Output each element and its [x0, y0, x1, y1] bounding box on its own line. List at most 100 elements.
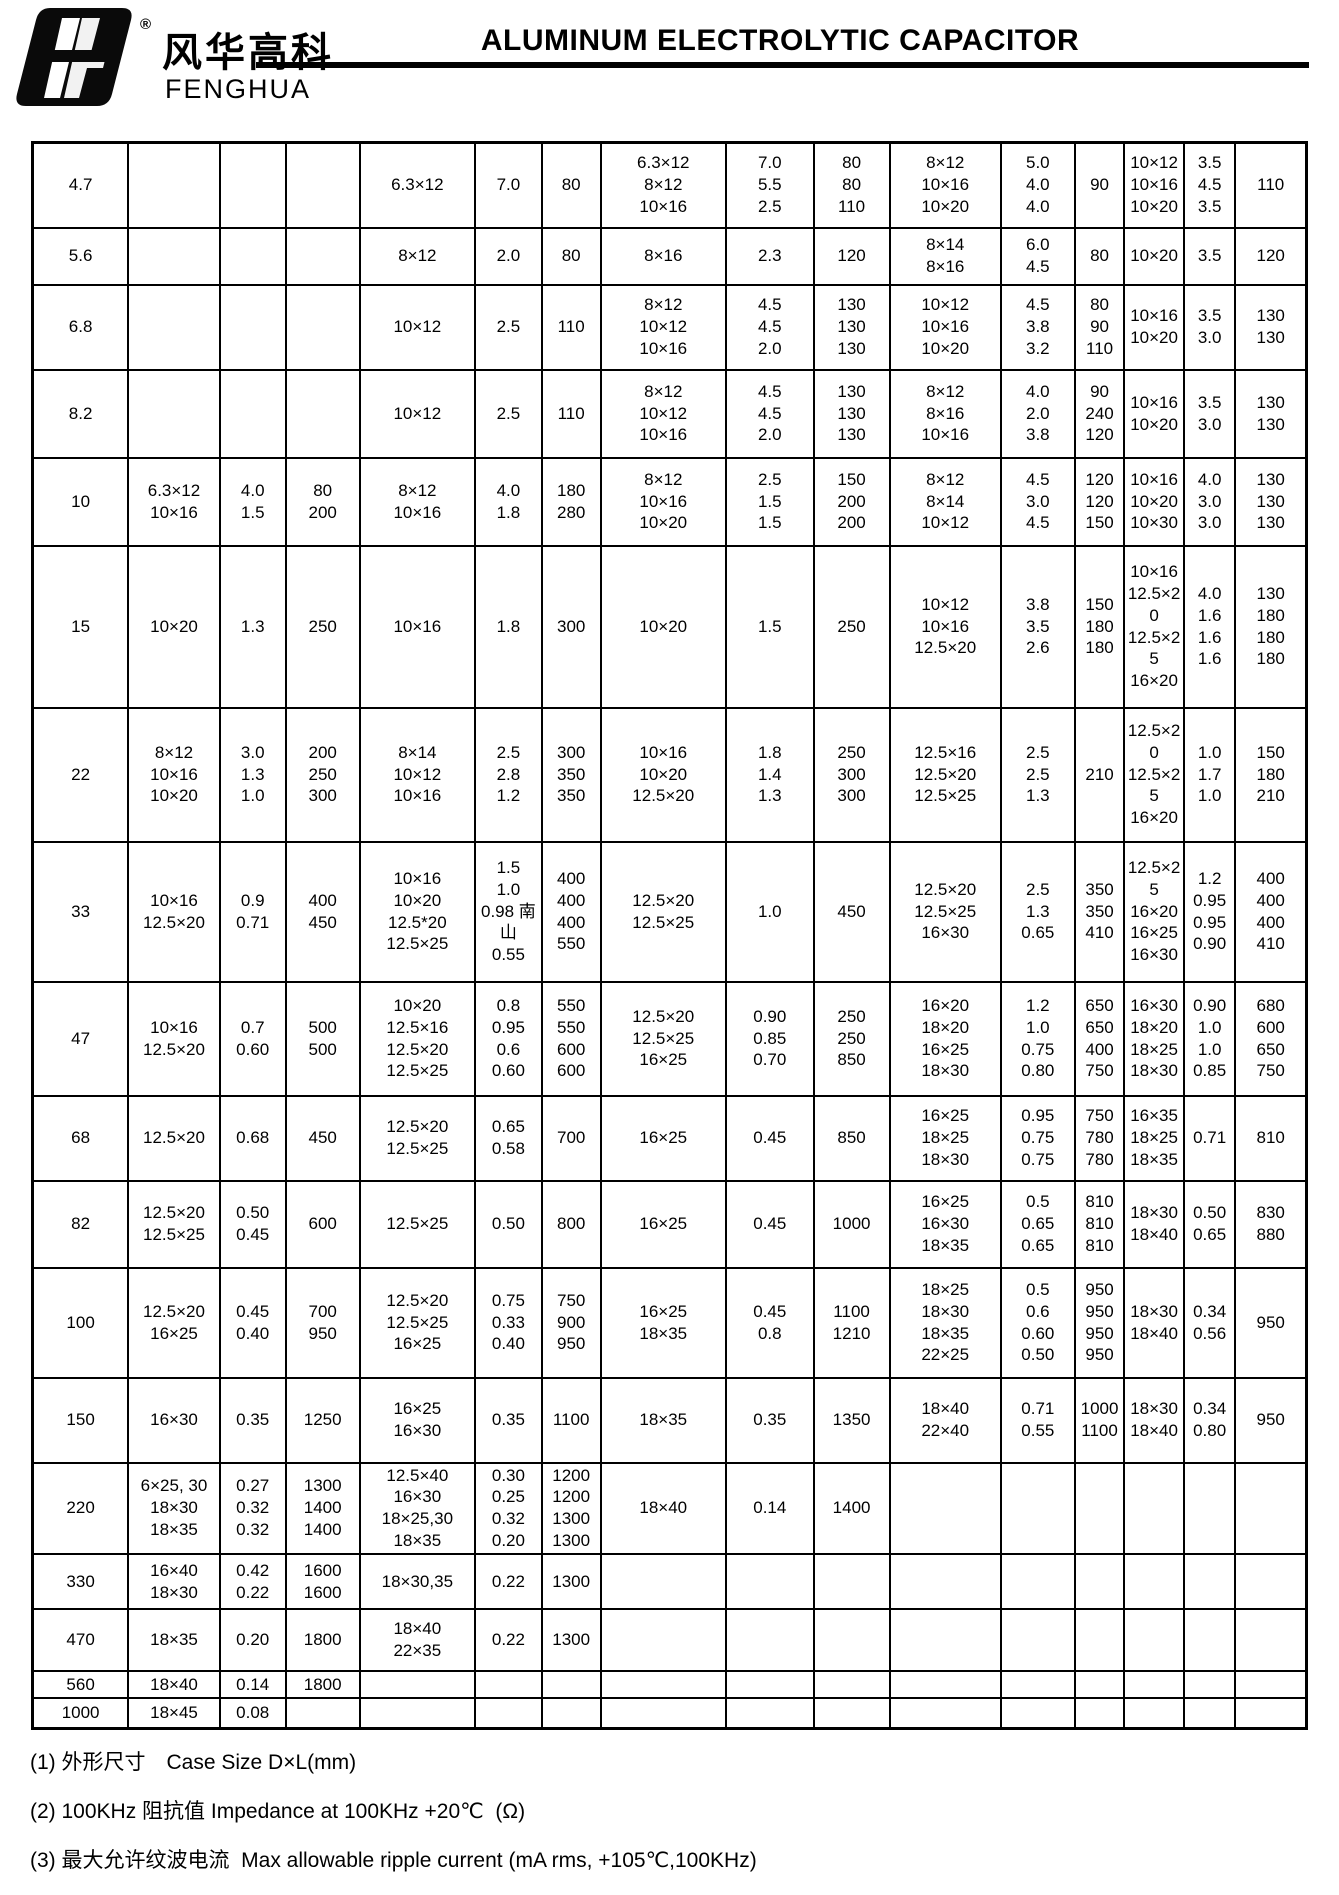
- spec-cell: 110: [540, 283, 602, 371]
- spec-cell: 0.71: [1182, 1094, 1237, 1182]
- table-row: 470 18×35 0.20 1800 18×40 22×35 0.22 1300: [31, 1608, 1308, 1673]
- spec-cell: 1250: [284, 1376, 361, 1464]
- spec-cell: [1182, 1461, 1237, 1556]
- spec-cell: 10×20 12.5×16 12.5×20 12.5×25: [358, 980, 476, 1097]
- spec-cell: [127, 226, 221, 286]
- spec-cell: 500 500: [284, 980, 361, 1097]
- spec-cell: 130 130: [1234, 368, 1308, 459]
- spec-cell: 0.90 0.85 0.70: [725, 980, 815, 1097]
- fenghua-logo-icon: [16, 6, 136, 108]
- spec-cell: 680 600 650 750: [1234, 980, 1308, 1097]
- table-row: 220 6×25, 30 18×30 18×35 0.27 0.32 0.32 1300 140…: [31, 1461, 1308, 1556]
- spec-cell: [473, 1670, 543, 1700]
- spec-cell: 250 300 300: [812, 706, 891, 843]
- spec-cell: 1.5 1.0 0.98 南山 0.55: [473, 840, 543, 983]
- spec-cell: 130 130 130: [812, 283, 891, 371]
- table-row: 5.6 8×12 2.0 80 8×16 2.3 120 8×14 8×16 6.0 4.5 80 10…: [31, 226, 1308, 286]
- spec-cell: [725, 1697, 815, 1730]
- spec-cell: 10×20: [1123, 226, 1185, 286]
- spec-cell: 700 950: [284, 1266, 361, 1379]
- spec-cell: 12.5×20 12.5×25: [358, 1094, 476, 1182]
- capacitance-cell: 150: [31, 1376, 130, 1464]
- spec-cell: 1300 1400 1400: [284, 1461, 361, 1556]
- spec-cell: 18×45: [127, 1697, 221, 1730]
- spec-cell: [540, 1697, 602, 1730]
- spec-cell: 1.2 0.95 0.95 0.90: [1182, 840, 1237, 983]
- spec-cell: 7.0 5.5 2.5: [725, 141, 815, 229]
- spec-cell: 16×25: [599, 1094, 728, 1182]
- spec-cell: 80: [540, 226, 602, 286]
- spec-cell: 950: [1234, 1376, 1308, 1464]
- spec-cell: 8×12 10×16 10×20: [888, 141, 1002, 229]
- table-row: 68 12.5×20 0.68 450 12.5×20 12.5×25 0.65 0.58 70…: [31, 1094, 1308, 1182]
- spec-cell: [358, 1697, 476, 1730]
- spec-cell: 0.9 0.71: [218, 840, 287, 983]
- table-row: 100 12.5×20 16×25 0.45 0.40 700 950 12.5×20 12.5…: [31, 1266, 1308, 1379]
- spec-cell: 3.8 3.5 2.6: [999, 544, 1076, 709]
- table-row: 15 10×20 1.3 250 10×16 1.8 300 10×20 1.5 250 10×12…: [31, 544, 1308, 709]
- spec-cell: [999, 1461, 1076, 1556]
- spec-cell: 800: [540, 1179, 602, 1269]
- spec-cell: [358, 1670, 476, 1700]
- spec-cell: 18×30 18×40: [1123, 1266, 1185, 1379]
- spec-cell: 10×16 10×20 12.5×20: [599, 706, 728, 843]
- spec-cell: [812, 1553, 891, 1611]
- spec-cell: 18×30,35: [358, 1553, 476, 1611]
- spec-cell: 12.5×20: [127, 1094, 221, 1182]
- spec-cell: 4.5 4.5 2.0: [725, 368, 815, 459]
- spec-cell: 2.5: [473, 283, 543, 371]
- spec-cell: [1123, 1608, 1185, 1673]
- spec-cell: [218, 283, 287, 371]
- spec-cell: 80: [540, 141, 602, 229]
- spec-cell: 810 810 810: [1073, 1179, 1126, 1269]
- capacitance-cell: 68: [31, 1094, 130, 1182]
- spec-cell: 0.75 0.33 0.40: [473, 1266, 543, 1379]
- spec-cell: [599, 1553, 728, 1611]
- spec-cell: 12.5×20 12.5×25: [127, 1179, 221, 1269]
- spec-cell: 0.45: [725, 1094, 815, 1182]
- spec-cell: 10×16 10×20: [1123, 368, 1185, 459]
- spec-cell: 16×40 18×30: [127, 1553, 221, 1611]
- spec-cell: 80 200: [284, 456, 361, 547]
- spec-cell: 4.5 3.8 3.2: [999, 283, 1076, 371]
- spec-cell: [1073, 1553, 1126, 1611]
- spec-cell: 6.0 4.5: [999, 226, 1076, 286]
- spec-cell: 830 880: [1234, 1179, 1308, 1269]
- spec-cell: 950: [1234, 1266, 1308, 1379]
- table-row: 47 10×16 12.5×20 0.7 0.60 500 500 10×20 12.5×16 1…: [31, 980, 1308, 1097]
- spec-cell: [599, 1608, 728, 1673]
- spec-cell: 12.5×20 16×25: [127, 1266, 221, 1379]
- spec-cell: 8×14 8×16: [888, 226, 1002, 286]
- capacitance-cell: 10: [31, 456, 130, 547]
- spec-cell: 3.5 4.5 3.5: [1182, 141, 1237, 229]
- spec-cell: 10×16 10×20 12.5*20 12.5×25: [358, 840, 476, 983]
- spec-cell: 2.0: [473, 226, 543, 286]
- brand-name-english: FENGHUA: [165, 74, 312, 104]
- spec-cell: 110: [1234, 141, 1308, 229]
- spec-cell: [812, 1670, 891, 1700]
- spec-cell: 10×16: [358, 544, 476, 709]
- spec-cell: 750 900 950: [540, 1266, 602, 1379]
- spec-cell: 300 350 350: [540, 706, 602, 843]
- spec-cell: [1123, 1670, 1185, 1700]
- spec-cell: 3.5 3.0: [1182, 368, 1237, 459]
- spec-cell: 0.7 0.60: [218, 980, 287, 1097]
- spec-cell: [999, 1670, 1076, 1700]
- page-title: ALUMINUM ELECTROLYTIC CAPACITOR: [480, 24, 1080, 57]
- spec-cell: 0.5 0.6 0.60 0.50: [999, 1266, 1076, 1379]
- capacitance-cell: 560: [31, 1670, 130, 1700]
- spec-cell: [599, 1697, 728, 1730]
- spec-cell: 1.2 1.0 0.75 0.80: [999, 980, 1076, 1097]
- table-row: 22 8×12 10×16 10×20 3.0 1.3 1.0 200 250 300 8×14 10…: [31, 706, 1308, 843]
- spec-cell: [1073, 1697, 1126, 1730]
- spec-cell: 1400: [812, 1461, 891, 1556]
- capacitance-cell: 15: [31, 544, 130, 709]
- spec-cell: [1234, 1697, 1308, 1730]
- spec-cell: [1234, 1608, 1308, 1673]
- capacitance-cell: 22: [31, 706, 130, 843]
- spec-cell: 18×25 18×30 18×35 22×25: [888, 1266, 1002, 1379]
- spec-cell: 0.50 0.45: [218, 1179, 287, 1269]
- spec-cell: 0.8 0.95 0.6 0.60: [473, 980, 543, 1097]
- spec-cell: [1182, 1697, 1237, 1730]
- capacitance-cell: 4.7: [31, 141, 130, 229]
